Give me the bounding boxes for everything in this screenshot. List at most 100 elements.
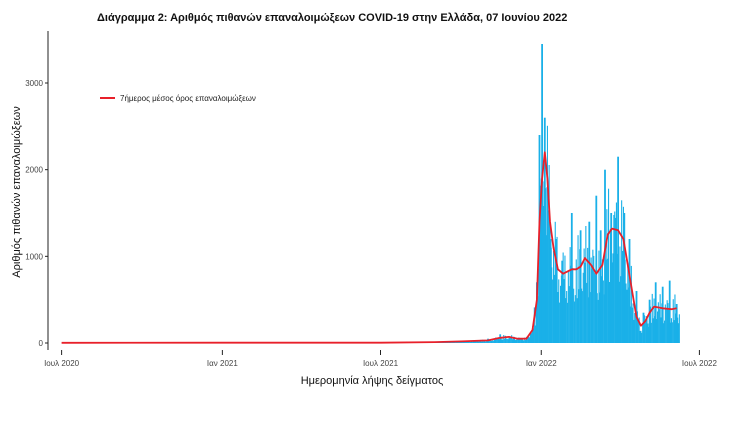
daily-bar [514,340,516,343]
daily-bar [675,313,677,343]
daily-bar [647,323,649,343]
daily-bar [583,248,585,343]
daily-bar [641,332,643,343]
daily-bar [588,298,590,343]
daily-bar [546,125,548,343]
daily-bar [649,322,651,343]
daily-bar [629,306,631,343]
daily-bar [644,320,646,343]
daily-bar [657,302,659,343]
daily-bar [561,268,563,343]
daily-bar [471,341,473,343]
daily-bar [559,302,561,343]
daily-bar [566,291,568,343]
daily-bar [542,206,544,343]
daily-bar [671,322,673,343]
daily-bar [533,307,535,343]
daily-bar [539,209,541,343]
daily-bar [554,221,556,343]
daily-bar [573,288,575,343]
daily-bar [536,316,538,343]
daily-bar [510,337,512,343]
daily-bar [562,252,564,343]
daily-bar [470,341,472,343]
daily-bar [596,293,598,343]
daily-bar [535,304,537,343]
daily-bar [534,325,536,343]
daily-bar [469,341,471,343]
daily-bar [658,309,660,343]
daily-bar [470,341,472,343]
daily-bar [599,292,601,343]
daily-bar [497,337,499,343]
daily-bar [491,340,493,343]
x-tick-label: Ιουλ 2020 [44,359,80,368]
y-tick-label: 3000 [25,79,43,88]
daily-bar [631,307,633,343]
daily-bar [618,281,620,343]
daily-bar [569,247,571,343]
plot-area [61,44,680,344]
daily-bar [505,338,507,343]
daily-bar [650,306,652,343]
daily-bar [521,340,523,343]
daily-bar [660,317,662,343]
daily-bar [538,268,540,343]
daily-bar [617,246,619,343]
daily-bar [483,341,485,343]
bar-7 [536,282,538,343]
daily-bar [501,337,503,343]
daily-bar [608,188,610,343]
daily-bar [525,336,527,343]
daily-bar [487,340,489,343]
daily-bar [581,291,583,343]
daily-bar [592,249,594,343]
daily-bar [622,206,624,343]
daily-bar [605,259,607,343]
daily-bar [620,276,622,343]
daily-bar [504,338,506,343]
daily-bar [523,340,525,343]
daily-bar [613,215,615,343]
daily-bar [568,286,570,343]
daily-bar [661,303,663,343]
daily-bar [657,311,659,343]
daily-bar [541,135,543,343]
daily-bar [496,338,498,343]
y-axis-title: Αριθμός πιθανών επαναλοιμώξεων [11,106,23,278]
daily-bar [607,258,609,343]
daily-bar [544,237,546,343]
daily-bar [598,250,600,343]
daily-bar [650,322,652,343]
chart-title: Διάγραμμα 2: Αριθμός πιθανών επαναλοιμώξ… [97,12,567,24]
daily-bar [632,303,634,343]
daily-bar [552,279,554,343]
daily-bar [511,335,513,343]
daily-bar [595,300,597,343]
daily-bar [515,340,517,343]
bar-17 [588,221,591,343]
daily-bar [537,296,539,343]
daily-bar [673,320,675,343]
daily-bar [666,300,668,343]
bar-4 [513,336,516,343]
daily-bar [668,310,670,343]
daily-bar [488,339,490,343]
daily-bar [528,336,530,343]
daily-bar [491,340,493,343]
daily-bar [499,339,501,343]
daily-bar [622,251,624,343]
daily-bar [600,236,602,343]
daily-bar [677,323,679,343]
daily-bar [475,340,477,343]
daily-bar [574,301,576,343]
daily-bar [579,249,581,343]
daily-bar [567,271,569,343]
daily-bar [606,209,608,343]
daily-bar [551,267,553,343]
daily-bar [654,316,656,343]
daily-bar [575,259,577,343]
daily-bar [564,255,566,343]
daily-bar [532,326,534,343]
